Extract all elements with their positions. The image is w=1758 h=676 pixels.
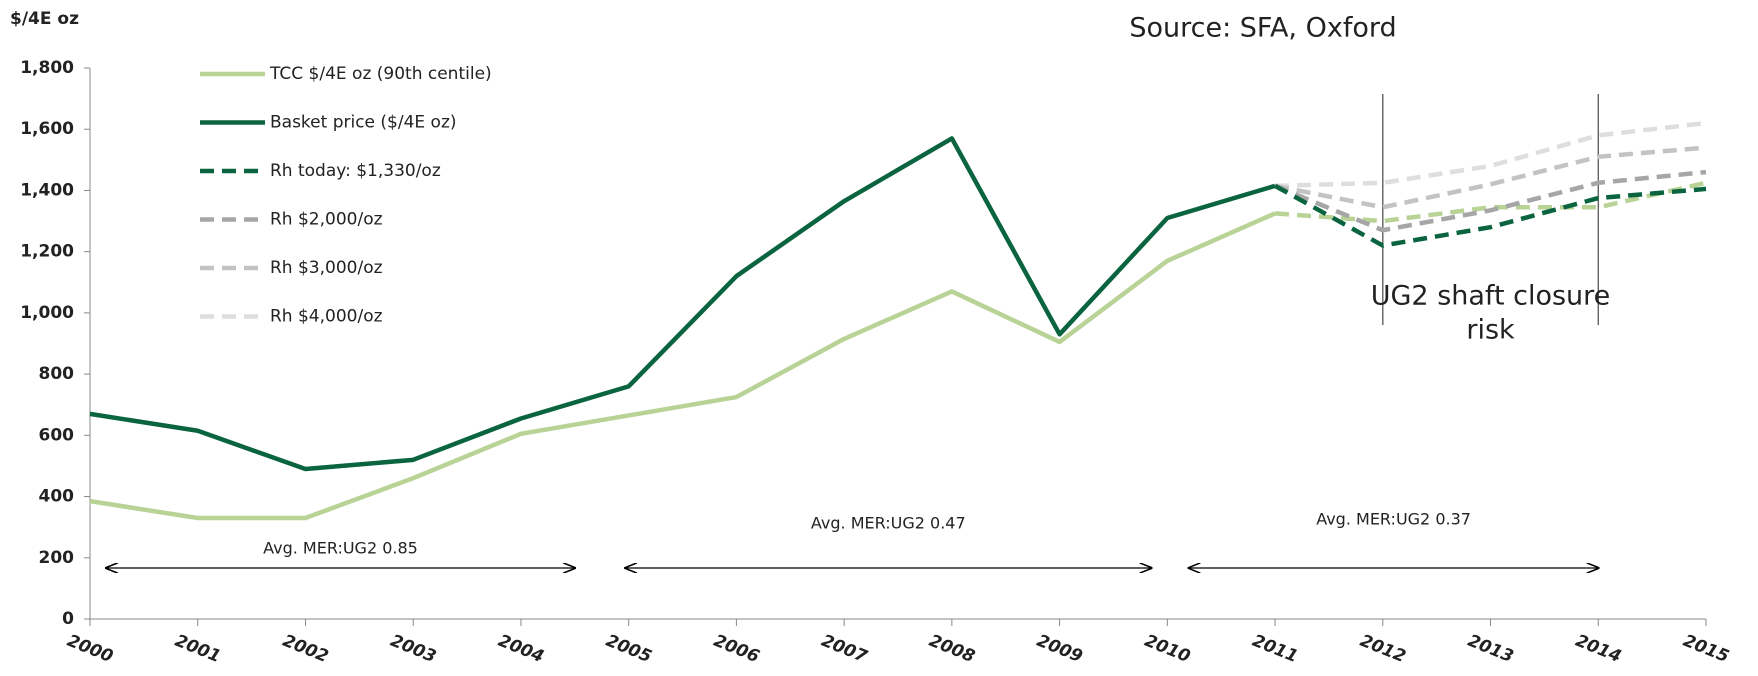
series-line: [89, 136, 1276, 472]
legend-label: Rh $4,000/oz: [270, 307, 383, 327]
x-tick-label: 2006: [711, 631, 763, 667]
y-tick-label: 1,400: [20, 180, 74, 200]
x-tick-label: 2008: [926, 631, 978, 667]
x-tick-label: 2015: [1680, 631, 1731, 667]
legend-label: Rh today: $1,330/oz: [270, 161, 441, 181]
series-line: [1274, 180, 1707, 224]
x-tick-label: 2004: [495, 631, 546, 667]
y-axis-label: $/4E oz: [10, 9, 79, 29]
x-tick-label: 2003: [388, 631, 439, 667]
x-tick-label: 2001: [172, 631, 223, 667]
x-tick-label: 2013: [1465, 631, 1516, 667]
series-line: [1274, 145, 1707, 210]
x-tick-label: 2000: [64, 631, 116, 667]
legend-label: Rh $2,000/oz: [270, 210, 383, 230]
x-tick-label: 2011: [1249, 631, 1300, 667]
series-line: [1275, 120, 1707, 189]
series-line: [89, 211, 1276, 521]
annotation: Avg. MER:UG2 0.37: [1316, 510, 1471, 529]
legend-label: Rh $3,000/oz: [270, 258, 383, 278]
legend-label: Basket price ($/4E oz): [270, 113, 457, 133]
x-tick-label: 2014: [1573, 631, 1624, 667]
y-tick-label: 800: [39, 364, 75, 384]
risk-label: risk: [1466, 315, 1515, 346]
y-tick-label: 1,200: [20, 242, 74, 262]
legend-label: TCC $/4E oz (90th centile): [269, 64, 492, 84]
annotation: Avg. MER:UG2 0.85: [263, 539, 418, 558]
x-tick-label: 2010: [1142, 631, 1194, 667]
x-tick-label: 2012: [1357, 631, 1408, 667]
series-line: [1274, 169, 1707, 233]
x-tick-label: 2005: [603, 631, 654, 667]
y-tick-label: 0: [62, 609, 74, 629]
x-tick-label: 2009: [1034, 631, 1086, 667]
y-tick-label: 400: [39, 487, 75, 507]
risk-label: UG2 shaft closure: [1371, 281, 1611, 312]
x-tick-label: 2007: [818, 631, 870, 667]
y-tick-label: 1,600: [20, 119, 74, 139]
annotation: Avg. MER:UG2 0.47: [811, 514, 966, 533]
y-tick-label: 1,800: [20, 58, 74, 78]
y-tick-label: 200: [39, 548, 75, 568]
source: Source: SFA, Oxford: [1129, 13, 1396, 44]
x-tick-label: 2002: [280, 631, 331, 667]
series-line: [1273, 183, 1707, 248]
y-tick-label: 600: [39, 425, 75, 445]
y-tick-label: 1,000: [20, 303, 74, 323]
